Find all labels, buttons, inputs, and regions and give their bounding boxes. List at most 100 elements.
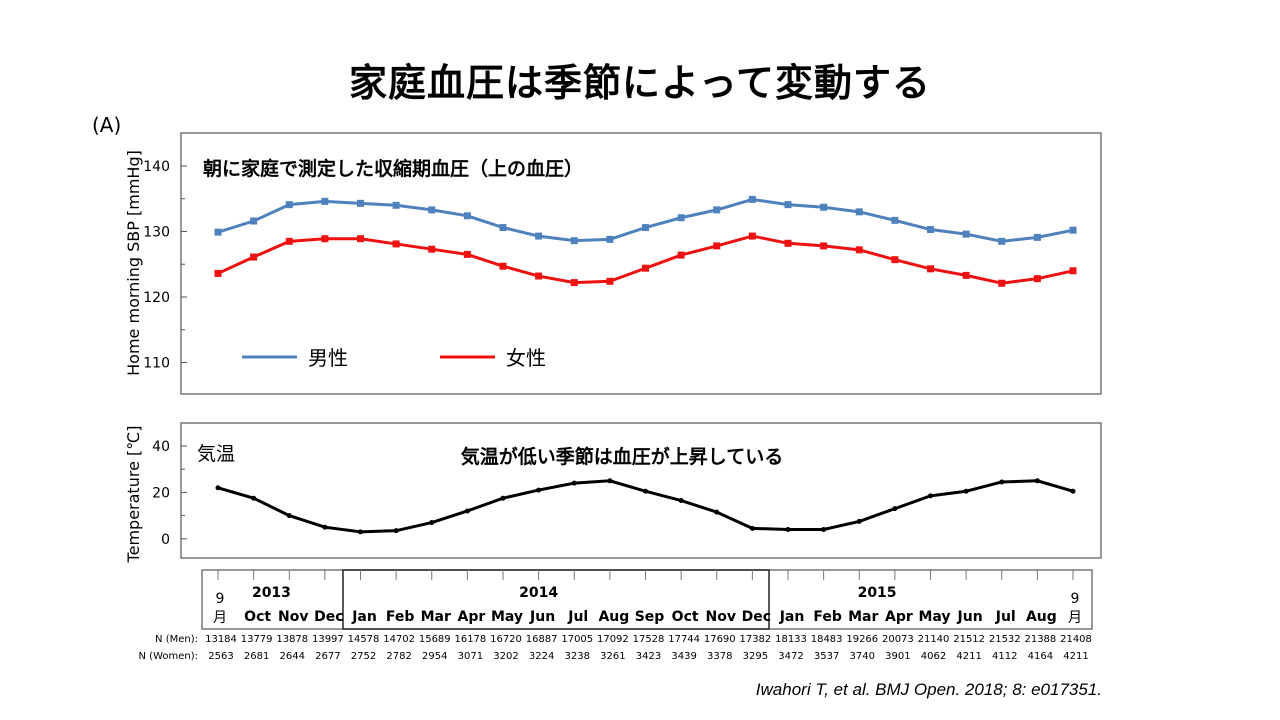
temp-data-point bbox=[393, 528, 399, 534]
bp-data-point bbox=[998, 237, 1006, 245]
month-label: Jul bbox=[995, 609, 1016, 625]
n-women-value: 4164 bbox=[1028, 651, 1053, 662]
bp-series-line-0 bbox=[217, 197, 1074, 243]
year-2014-frame bbox=[342, 569, 770, 630]
month-label: Jan bbox=[779, 609, 805, 625]
temp-plot-frame bbox=[180, 422, 1102, 559]
n-women-value: 3740 bbox=[850, 651, 875, 662]
n-women-value: 3224 bbox=[529, 651, 554, 662]
temp-data-point bbox=[643, 488, 648, 494]
bp-data-point bbox=[642, 264, 649, 272]
temp-y-tick-label: 40 bbox=[152, 439, 170, 455]
bp-data-point bbox=[962, 271, 970, 279]
month-label: Jan bbox=[351, 609, 377, 625]
month-label: Mar bbox=[848, 609, 878, 625]
n-women-value: 2644 bbox=[280, 651, 305, 662]
temp-data-point bbox=[714, 509, 720, 515]
temp-data-point bbox=[821, 527, 827, 533]
n-women-value: 2677 bbox=[315, 651, 340, 662]
n-men-value: 21532 bbox=[989, 634, 1021, 645]
n-men-value: 21408 bbox=[1060, 634, 1092, 645]
bp-chart-title: 朝に家庭で測定した収縮期血圧（上の血圧） bbox=[203, 157, 583, 180]
month-label: Mar bbox=[421, 609, 451, 625]
n-women-value: 2954 bbox=[422, 651, 447, 662]
month-label: Apr bbox=[885, 609, 913, 625]
citation: Iwahori T, et al. BMJ Open. 2018; 8: e01… bbox=[755, 680, 1102, 699]
bp-data-point bbox=[535, 232, 543, 240]
n-men-value: 14702 bbox=[383, 634, 415, 645]
month-label: Nov bbox=[278, 609, 308, 625]
bp-data-point bbox=[570, 279, 578, 287]
bp-data-point bbox=[855, 246, 863, 254]
bp-data-point bbox=[321, 197, 329, 205]
temp-data-point bbox=[322, 524, 328, 530]
temp-data-point bbox=[963, 488, 969, 494]
n-women-value: 4062 bbox=[921, 651, 946, 662]
slide-title: 家庭血圧は季節によって変動する bbox=[349, 61, 931, 105]
n-men-value: 21140 bbox=[918, 634, 950, 645]
bp-data-point bbox=[962, 230, 970, 238]
month-label: May bbox=[491, 609, 523, 625]
n-men-value: 18483 bbox=[811, 634, 843, 645]
month-label: Feb bbox=[813, 609, 842, 625]
bp-data-point bbox=[214, 269, 222, 277]
bp-data-point bbox=[642, 224, 649, 232]
bp-plot-frame bbox=[180, 132, 1102, 395]
n-men-value: 16887 bbox=[526, 634, 558, 645]
n-men-label: N (Men): bbox=[155, 634, 198, 645]
n-women-value: 4211 bbox=[1063, 651, 1088, 662]
n-men-value: 17092 bbox=[597, 634, 629, 645]
month-label: 月 bbox=[213, 610, 227, 626]
n-women-value: 3202 bbox=[493, 651, 518, 662]
bp-data-point bbox=[570, 237, 578, 245]
n-women-value: 2752 bbox=[351, 651, 376, 662]
bp-data-point bbox=[748, 232, 756, 240]
temp-data-point bbox=[856, 518, 862, 524]
n-women-value: 3472 bbox=[778, 651, 803, 662]
year-label: 2014 bbox=[519, 585, 558, 601]
n-women-value: 3261 bbox=[600, 651, 625, 662]
bp-data-point bbox=[784, 239, 792, 247]
month-label: Nov bbox=[706, 609, 736, 625]
bp-y-axis-label: Home morning SBP [mmHg] bbox=[124, 150, 143, 376]
bp-data-point bbox=[1069, 267, 1077, 275]
temp-y-tick-label: 0 bbox=[161, 532, 170, 548]
temp-data-point bbox=[571, 480, 577, 486]
n-women-value: 2681 bbox=[244, 651, 269, 662]
temp-series-label: 気温 bbox=[197, 443, 235, 465]
n-men-value: 13184 bbox=[205, 634, 237, 645]
bp-data-point bbox=[463, 212, 471, 220]
bp-data-point bbox=[820, 203, 828, 211]
month-label: Dec bbox=[742, 609, 771, 625]
bp-data-point bbox=[285, 237, 293, 245]
temp-data-point bbox=[429, 520, 435, 526]
n-men-value: 17690 bbox=[704, 634, 736, 645]
bp-data-point bbox=[250, 217, 258, 225]
bp-data-point bbox=[606, 277, 614, 285]
month-label: Jun bbox=[529, 609, 555, 625]
temp-y-tick-label: 20 bbox=[152, 485, 170, 501]
n-men-value: 17744 bbox=[668, 634, 700, 645]
n-men-value: 13997 bbox=[312, 634, 344, 645]
bp-data-point bbox=[535, 272, 543, 280]
n-women-value: 2782 bbox=[386, 651, 411, 662]
temp-data-point bbox=[215, 485, 221, 491]
temp-data-point bbox=[999, 479, 1005, 485]
n-women-value: 3423 bbox=[636, 651, 661, 662]
bp-data-point bbox=[998, 279, 1006, 287]
temp-chart-title: 気温が低い季節は血圧が上昇している bbox=[461, 445, 783, 468]
legend-label-1: 女性 bbox=[506, 346, 546, 370]
bp-data-point bbox=[357, 235, 364, 243]
month-label: 9 bbox=[1071, 591, 1080, 607]
month-label: Feb bbox=[386, 609, 415, 625]
legend-label-0: 男性 bbox=[308, 346, 348, 370]
n-women-value: 3295 bbox=[743, 651, 768, 662]
n-men-value: 21388 bbox=[1024, 634, 1056, 645]
temp-data-point bbox=[678, 498, 684, 504]
n-men-value: 13878 bbox=[276, 634, 308, 645]
n-women-value: 3901 bbox=[885, 651, 910, 662]
bp-y-tick-label: 140 bbox=[143, 159, 170, 175]
bp-data-point bbox=[784, 201, 792, 209]
bp-data-point bbox=[1033, 233, 1041, 241]
month-label: 月 bbox=[1068, 610, 1082, 626]
